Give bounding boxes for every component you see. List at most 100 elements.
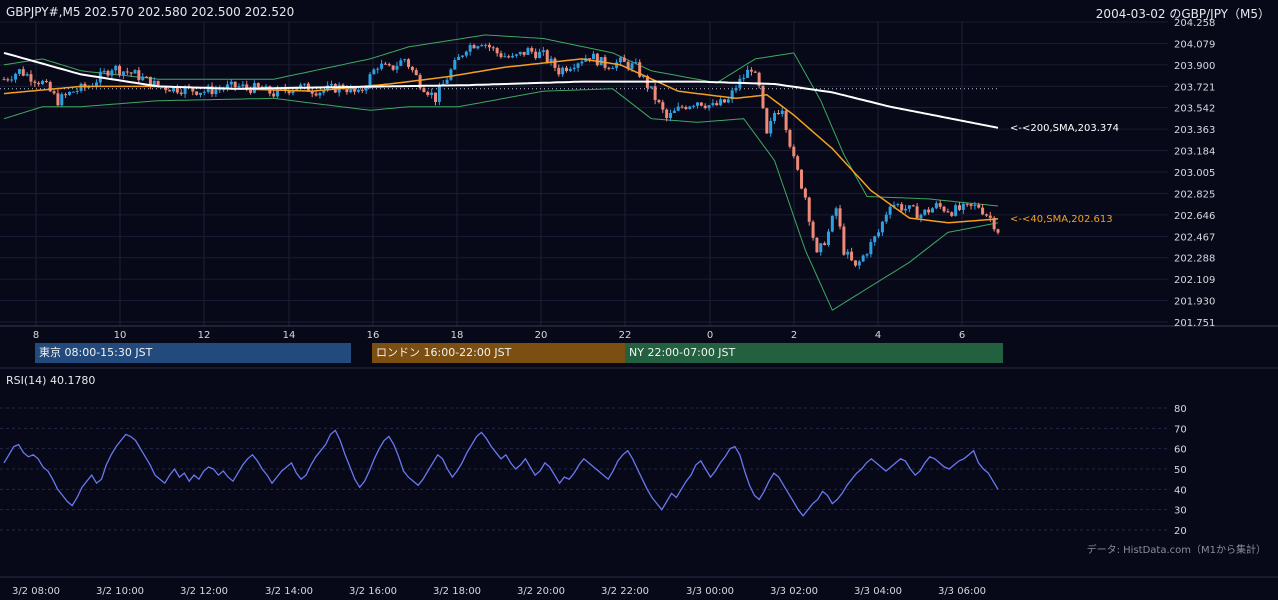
candle-body [699, 102, 703, 106]
candle-body [511, 55, 515, 58]
candle-body [877, 232, 881, 237]
hour-axis: 8 10 12 14 16 18 20 22 0 2 4 6 [33, 330, 965, 341]
candle-body [969, 203, 973, 206]
candle-body [329, 83, 333, 86]
candle-body [549, 58, 553, 63]
candle-body [942, 206, 946, 212]
candle-body [210, 86, 214, 95]
time-tick-label: 3/2 14:00 [265, 586, 313, 597]
candle-body [965, 203, 969, 205]
candle-body [434, 92, 438, 102]
candle-body [715, 103, 719, 106]
moving-averages [3, 51, 999, 224]
rsi-label: RSI(14) 40.1780 [6, 374, 96, 387]
hour-tick-label: 8 [33, 330, 39, 341]
time-tick-label: 3/2 12:00 [180, 586, 228, 597]
price-tick-label: 201.751 [1174, 318, 1215, 329]
candle-body [222, 89, 226, 91]
candle-body [950, 212, 954, 216]
candle-body [237, 86, 241, 88]
candle-body [514, 54, 518, 56]
hour-tick-label: 12 [198, 330, 211, 341]
candle-body [665, 109, 669, 119]
candle-body [403, 59, 407, 61]
candle-body [753, 71, 757, 73]
candle-body [900, 204, 904, 211]
candle-body [349, 87, 353, 93]
hour-tick-label: 6 [959, 330, 965, 341]
candle-body [102, 70, 106, 72]
candle-body [661, 102, 665, 110]
candle-body [518, 51, 522, 55]
candle-body [60, 94, 64, 106]
candle-body [175, 86, 179, 93]
candle-body [168, 90, 172, 92]
hour-tick-label: 18 [451, 330, 464, 341]
candle-body [931, 208, 935, 213]
candle-body [850, 251, 854, 261]
candle-body [356, 89, 360, 92]
candle-body [734, 87, 738, 91]
candle-body [145, 76, 149, 78]
sma40-label: <-<40,SMA,202.613 [1010, 214, 1113, 225]
candle-body [152, 80, 156, 87]
candle-body [71, 91, 75, 93]
candle-body [125, 71, 129, 73]
candle-body [703, 105, 707, 109]
candle-body [67, 91, 71, 95]
rsi-panel: 20 30 40 50 60 70 80 [0, 404, 1187, 537]
candle-body [711, 103, 715, 106]
candle-body [923, 209, 927, 215]
candle-body [526, 48, 530, 55]
candle-body [680, 106, 684, 108]
candle-body [992, 217, 996, 230]
candle-body [225, 84, 229, 90]
candle-body [568, 68, 572, 72]
rsi-tick-label: 20 [1174, 526, 1187, 537]
candle-body [272, 93, 276, 97]
candle-body [202, 91, 206, 93]
candle-body [788, 130, 792, 147]
candle-body [29, 74, 33, 82]
price-axis: 204.258 204.079 203.900 203.721 203.542 203.3… [1174, 18, 1215, 329]
candle-body [541, 50, 545, 52]
candle-body [796, 156, 800, 170]
time-tick-label: 3/2 20:00 [517, 586, 565, 597]
candle-body [6, 79, 10, 81]
candle-body [233, 81, 237, 88]
candle-body [553, 58, 557, 68]
candle-body [380, 63, 384, 69]
candle-body [445, 79, 449, 84]
candle-body [430, 92, 434, 96]
time-tick-label: 3/3 06:00 [938, 586, 986, 597]
candle-body [557, 67, 561, 75]
candle-body [110, 70, 114, 76]
candle-body [360, 89, 364, 91]
candle-body [676, 106, 680, 111]
candle-body [669, 113, 673, 119]
candle-body [133, 70, 137, 74]
sma200-label: <-<200,SMA,203.374 [1010, 123, 1119, 134]
candle-body [626, 61, 630, 69]
candle-body [48, 82, 52, 92]
candle-body [884, 214, 888, 222]
candle-body [746, 69, 750, 78]
candle-body [919, 214, 923, 219]
candle-body [904, 208, 908, 211]
candle-body [295, 88, 299, 91]
candle-body [106, 70, 110, 76]
candle-body [75, 90, 79, 92]
time-tick-label: 3/2 18:00 [433, 586, 481, 597]
price-tick-label: 203.005 [1174, 168, 1215, 179]
candle-body [426, 92, 430, 96]
candle-body [530, 48, 534, 52]
candle-body [121, 71, 125, 75]
candle-body [707, 105, 711, 109]
candle-body [299, 84, 303, 89]
candle-body [37, 82, 41, 85]
candle-body [256, 83, 260, 87]
price-tick-label: 202.825 [1174, 189, 1215, 200]
candle-body [56, 93, 60, 106]
candle-body [634, 62, 638, 64]
candlesticks [2, 42, 1000, 270]
